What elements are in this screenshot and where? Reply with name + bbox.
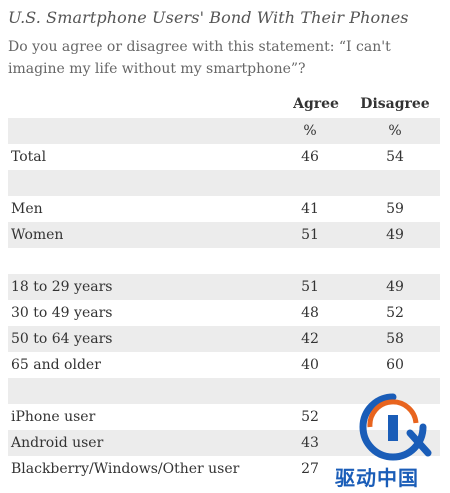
agree-header: Agree — [293, 96, 339, 112]
table-row: % % — [8, 118, 440, 144]
table-row — [8, 248, 440, 274]
table-row — [8, 170, 440, 196]
survey-question: Do you agree or disagree with this state… — [8, 39, 391, 77]
watermark-logo-icon — [359, 393, 432, 461]
results-table: % % Total 46 54 Men 41 59 Women 51 49 — [8, 118, 440, 482]
table-row: Men 41 59 — [11, 201, 404, 217]
disagree-header: Disagree — [360, 96, 430, 112]
table-row: Women 51 49 — [8, 222, 440, 248]
table-row: 50 to 64 years 42 58 — [8, 326, 440, 352]
table-row: iPhone user 52 — [11, 409, 319, 425]
table-row: 18 to 29 years 51 49 — [8, 274, 440, 300]
table-row: Android user 43 — [8, 430, 440, 456]
table-row — [8, 378, 440, 404]
table-row: 65 and older 40 60 — [11, 357, 404, 373]
table-row: Blackberry/Windows/Other user 27 — [11, 461, 319, 477]
watermark-text: 驱动中国 — [335, 466, 419, 490]
chart-title: U.S. Smartphone Users' Bond With Their P… — [8, 8, 409, 27]
table-row: 30 to 49 years 48 52 — [11, 305, 404, 321]
table-row: Total 46 54 — [11, 149, 404, 165]
